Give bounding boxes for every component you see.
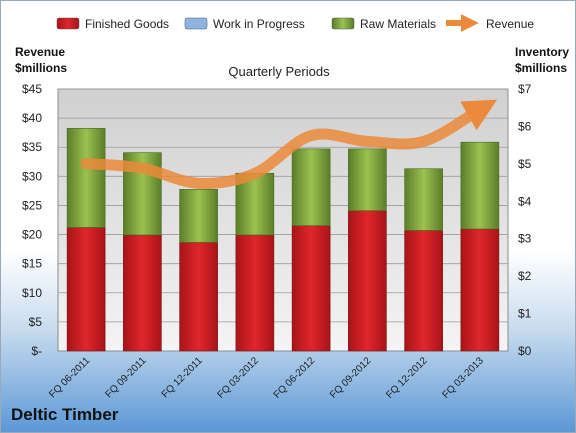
x-axis-tick-label: FQ 12-2011 [160, 355, 205, 400]
bar-finished-goods [348, 210, 387, 352]
legend-swatch [184, 17, 208, 30]
right-axis-label-unit: $millions [515, 61, 567, 75]
right-axis-tick-label: $2 [518, 269, 532, 283]
bar-raw-materials [179, 189, 218, 243]
left-axis-tick-label: $35 [22, 140, 42, 154]
bar-raw-materials [66, 128, 106, 228]
left-axis-label-unit: $millions [15, 61, 67, 75]
right-axis-tick-label: $1 [518, 307, 532, 321]
bar-finished-goods [460, 228, 500, 352]
bar-raw-materials [291, 148, 331, 226]
right-axis-tick-label: $3 [518, 232, 532, 246]
bar-finished-goods [179, 242, 218, 352]
chart-title: Quarterly Periods [228, 64, 330, 79]
bar-finished-goods [235, 234, 275, 352]
left-axis-label: Revenue [15, 45, 65, 59]
legend: Finished Goods Work in Progress Raw Materi… [56, 14, 534, 32]
left-axis-tick-label: $10 [22, 286, 42, 300]
bar-finished-goods [66, 227, 106, 352]
left-axis-tick-label: $20 [22, 228, 42, 242]
left-axis-tick-label: $- [31, 344, 42, 358]
x-axis-tick-label: FQ 03-2013 [440, 355, 486, 401]
bar-finished-goods [291, 225, 331, 352]
left-axis-tick-label: $5 [29, 315, 43, 329]
x-axis-tick-label: FQ 09-2012 [328, 355, 374, 401]
legend-label: Raw Materials [360, 17, 436, 31]
left-axis-tick-label: $45 [22, 82, 42, 96]
company-name: Deltic Timber [11, 405, 119, 424]
legend-swatch [56, 17, 80, 30]
revenue-line [80, 99, 498, 189]
x-axis-tick-label: FQ 06-2012 [272, 355, 318, 401]
bar-raw-materials [460, 141, 500, 230]
bar-finished-goods [404, 230, 443, 352]
right-axis-label: Inventory [515, 45, 569, 59]
left-axis-tick-label: $15 [22, 257, 42, 271]
x-axis-tick-label: FQ 03-2012 [215, 355, 261, 401]
legend-label: Revenue [486, 17, 534, 31]
legend-swatch [331, 17, 355, 30]
left-axis-tick-label: $40 [22, 111, 42, 125]
right-axis-tick-label: $7 [518, 82, 532, 96]
x-axis-tick-label: FQ 06-2011 [47, 355, 92, 400]
x-axis-tick-label: FQ 09-2011 [104, 355, 149, 400]
legend-label: Finished Goods [85, 17, 169, 31]
bar-finished-goods [123, 234, 162, 352]
right-axis-tick-label: $0 [518, 344, 532, 358]
x-axis-tick-label: FQ 12-2012 [384, 355, 430, 401]
right-axis-tick-label: $5 [518, 157, 532, 171]
legend-label: Work in Progress [213, 17, 305, 31]
left-axis-tick-label: $25 [22, 198, 42, 212]
bar-raw-materials [404, 168, 443, 231]
left-axis-tick-label: $30 [22, 169, 42, 183]
right-axis-tick-label: $6 [518, 119, 532, 133]
bar-raw-materials [348, 148, 387, 211]
right-axis-tick-label: $4 [518, 194, 532, 208]
